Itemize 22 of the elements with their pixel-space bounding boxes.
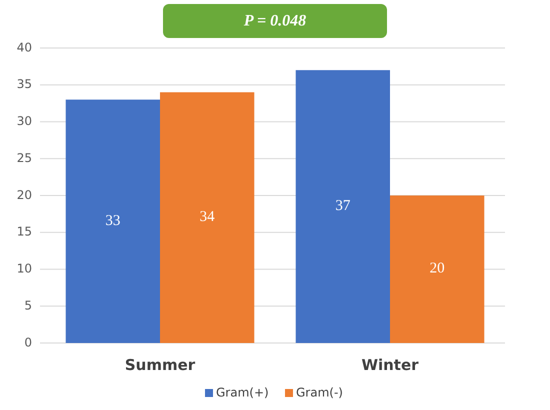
y-tick-label: 35 [16, 77, 32, 92]
data-label: 37 [335, 198, 351, 214]
y-tick-label: 15 [16, 224, 32, 239]
chart-title: P = 0.048 [242, 12, 306, 30]
data-label: 33 [105, 212, 120, 229]
bar [390, 196, 484, 343]
y-tick-label: 10 [16, 262, 32, 276]
bar [66, 100, 160, 343]
x-tick-label: Summer [124, 356, 196, 374]
data-label: 20 [430, 260, 445, 277]
bar [160, 92, 254, 343]
y-tick-label: 5 [24, 298, 32, 312]
legend-label: Gram(-) [296, 385, 343, 400]
y-tick-label: 40 [16, 40, 32, 54]
y-tick-label: 25 [16, 150, 32, 165]
bar [296, 70, 390, 343]
y-tick-label: 0 [24, 335, 32, 350]
data-label: 34 [200, 209, 216, 226]
y-tick-label: 20 [16, 188, 32, 202]
x-tick-label: Winter [361, 356, 420, 374]
y-tick-label: 30 [16, 114, 32, 128]
legend-label: Gram(+) [216, 385, 269, 400]
